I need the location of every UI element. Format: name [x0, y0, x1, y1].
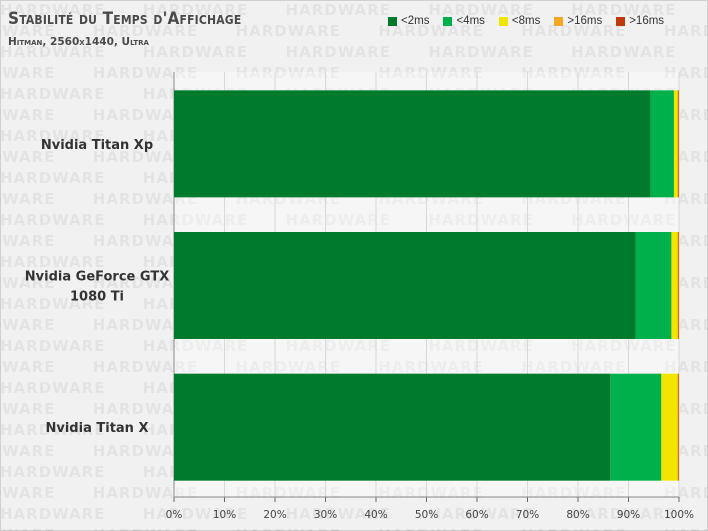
bar-segment — [678, 232, 679, 339]
x-tick-label: 10% — [213, 509, 236, 521]
legend-item: <8ms — [498, 15, 541, 27]
category-label: Nvidia GeForce GTX 1080 Ti — [25, 270, 169, 305]
category-label: Nvidia Titan X — [46, 421, 149, 436]
x-tick-label: 20% — [263, 509, 286, 521]
bar-segment — [174, 373, 611, 481]
bar-segment — [671, 232, 678, 339]
legend-label: >16ms — [567, 15, 603, 27]
legend-swatch — [554, 16, 564, 26]
category-label-line: 1080 Ti — [70, 290, 124, 305]
bar-segment — [174, 90, 651, 198]
x-tick-label: 90% — [617, 509, 640, 521]
category-label-line: Nvidia Titan Xp — [41, 138, 153, 153]
legend-swatch — [498, 16, 508, 26]
legend-swatch — [443, 16, 453, 26]
bar-segment — [678, 373, 679, 481]
x-tick-label: 50% — [415, 509, 438, 521]
x-tick-label: 40% — [364, 509, 387, 521]
chart-subtitle: Hitman, 2560x1440, Ultra — [8, 36, 149, 48]
category-label-line: Nvidia GeForce GTX — [25, 270, 169, 285]
bar-segment — [673, 90, 678, 198]
legend-item: <4ms — [443, 15, 485, 27]
x-tick-label: 70% — [516, 509, 539, 521]
bar-segment — [610, 373, 662, 481]
bar-segment — [650, 90, 674, 198]
legend-label: <2ms — [401, 15, 430, 27]
legend-swatch — [388, 16, 397, 26]
bar-segment — [677, 90, 679, 198]
legend-label: <4ms — [456, 15, 485, 27]
bar-segment — [678, 90, 679, 198]
x-tick-label: 100% — [664, 509, 694, 521]
legend: <2ms <4ms <8ms >16ms >16ms — [388, 15, 678, 27]
bar-segment — [635, 232, 672, 339]
category-label: Nvidia Titan Xp — [41, 138, 153, 153]
chart-title: Stabilité du Temps d'Affichage — [8, 9, 242, 29]
category-label-line: Nvidia Titan X — [46, 421, 149, 436]
legend-label: <8ms — [511, 15, 541, 27]
legend-label: >16ms — [629, 15, 665, 27]
bar-segment — [677, 232, 679, 339]
x-tick-label: 0% — [166, 509, 183, 521]
x-tick-label: 60% — [465, 509, 488, 521]
x-tick-label: 30% — [314, 509, 337, 521]
legend-item: >16ms — [616, 15, 664, 27]
bar-segment — [174, 232, 636, 339]
legend-item: <2ms — [388, 15, 429, 27]
x-tick-label: 80% — [566, 509, 589, 521]
bar-segment — [677, 373, 679, 481]
bar-segment — [661, 373, 678, 481]
legend-item: >16ms — [554, 15, 602, 27]
legend-swatch — [616, 16, 626, 26]
